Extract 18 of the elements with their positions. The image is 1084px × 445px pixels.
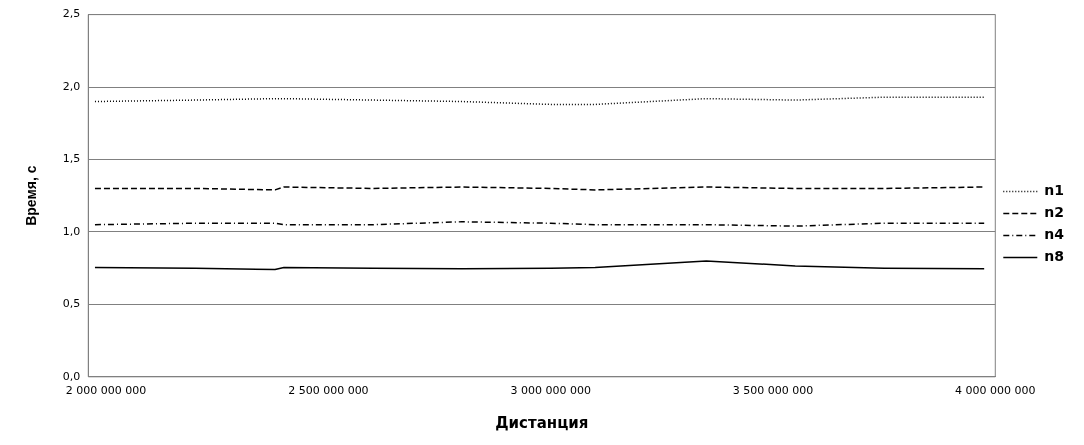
x-axis-title: Дистанция	[495, 413, 589, 432]
x-tick-label: 2 500 000 000	[288, 384, 369, 398]
legend-label: n8	[1044, 248, 1065, 265]
legend-label: n1	[1044, 182, 1065, 199]
y-tick-label: 2,0	[62, 79, 81, 93]
legend-label: n2	[1044, 204, 1065, 221]
x-tick-label: 3 000 000 000	[510, 384, 591, 398]
y-tick-label: 2,5	[62, 7, 81, 21]
y-axis-title: Время, с	[23, 165, 40, 226]
x-tick-label: 3 500 000 000	[732, 384, 814, 398]
line-series	[94, 96, 985, 106]
y-tick-label: 0,5	[62, 297, 81, 311]
y-tick-label: 1,5	[62, 152, 81, 166]
y-tick-label: 0,0	[62, 369, 81, 383]
x-tick-label: 2 000 000 000	[65, 384, 147, 398]
y-tick-label: 1,0	[62, 224, 81, 238]
legend-label: n4	[1044, 226, 1065, 243]
x-tick-label: 4 000 000 000	[955, 384, 1036, 398]
